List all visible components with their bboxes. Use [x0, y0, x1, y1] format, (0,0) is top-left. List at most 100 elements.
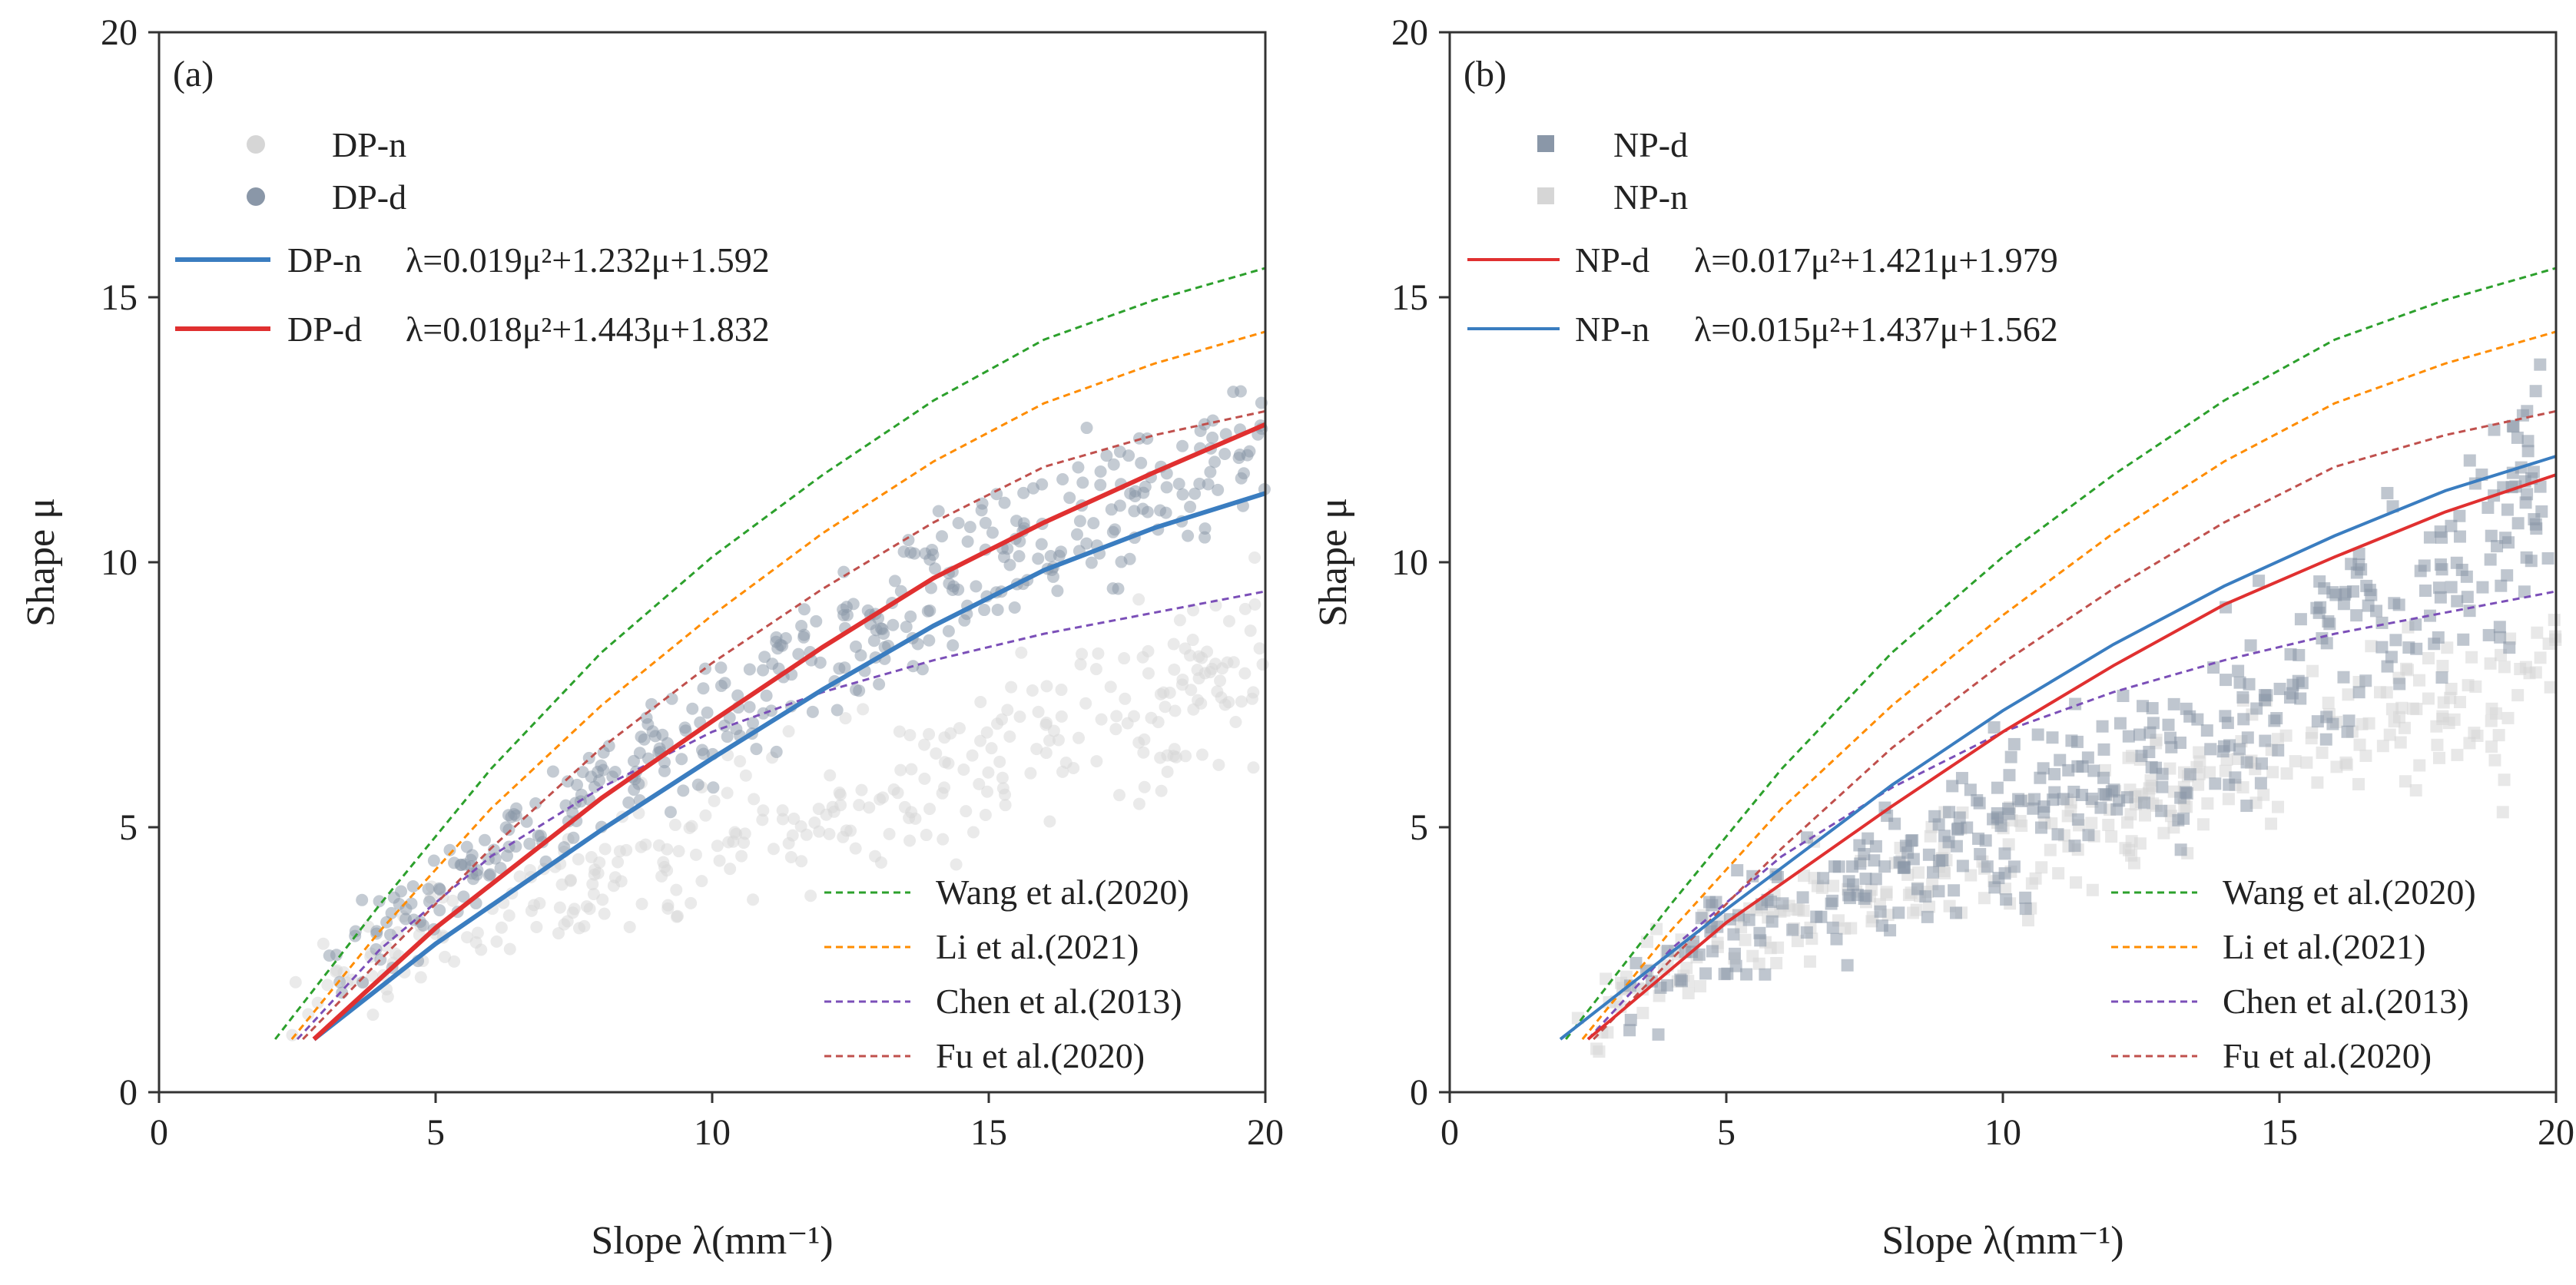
scatter-point: [2330, 760, 2343, 773]
scatter-point: [2352, 686, 2365, 699]
scatter-point: [2046, 731, 2059, 744]
scatter-point: [1132, 593, 1145, 606]
scatter-point: [1051, 585, 1064, 598]
scatter-point: [1094, 479, 1107, 492]
scatter-point: [1961, 821, 1974, 834]
scatter-point: [1121, 717, 1134, 730]
scatter-point: [427, 854, 440, 867]
scatter-point: [1938, 830, 1951, 843]
scatter-point: [689, 848, 702, 861]
scatter-point: [393, 897, 406, 910]
scatter-point: [2362, 717, 2375, 730]
scatter-point: [1187, 604, 1200, 617]
scatter-point: [395, 885, 408, 898]
scatter-point: [1234, 385, 1247, 398]
scatter-legend-b: NP-d NP-n: [1537, 125, 1688, 217]
scatter-point: [533, 897, 546, 910]
scatter-point: [1155, 784, 1168, 797]
scatter-point: [1841, 959, 1854, 972]
scatter-point: [433, 882, 446, 895]
scatter-point: [2319, 733, 2332, 746]
scatter-point: [1070, 528, 1083, 541]
scatter-point: [782, 836, 795, 849]
scatter-point: [1998, 847, 2011, 860]
scatter-point: [1157, 686, 1170, 699]
scatter-point: [2240, 756, 2253, 769]
scatter-point: [1858, 892, 1871, 905]
scatter-point: [501, 849, 514, 863]
scatter-point: [2037, 800, 2051, 813]
scatter-point: [2350, 566, 2363, 579]
y-tick-label: 15: [101, 277, 138, 318]
scatter-point: [2097, 743, 2110, 756]
scatter-point: [2339, 585, 2352, 598]
ticks-b: 0 5 10 15 20 0 5 10 15 20: [1391, 12, 2574, 1153]
scatter-point: [2271, 800, 2284, 813]
scatter-point: [1786, 923, 1799, 936]
scatter-point: [2306, 726, 2319, 739]
scatter-point: [672, 845, 685, 858]
scatter-point: [2342, 688, 2355, 701]
scatter-point: [1227, 656, 1240, 669]
scatter-point: [1590, 1042, 1603, 1055]
scatter-point: [1032, 552, 1045, 565]
scatter-point: [1110, 710, 1123, 723]
scatter-point: [2313, 575, 2326, 588]
scatter-point: [1219, 428, 1232, 441]
y-tick-label: 5: [1410, 807, 1428, 848]
scatter-point: [1204, 666, 1217, 679]
scatter-point: [585, 851, 598, 864]
scatter-point: [1169, 704, 1182, 717]
reference-curve-fu: [1593, 409, 2557, 1041]
scatter-point: [1168, 663, 1181, 676]
ticks-a: 0 5 10 15 20 0 5 10 15 20: [101, 12, 1284, 1153]
scatter-point: [1056, 472, 1069, 485]
scatter-point: [2484, 553, 2497, 566]
scatter-point: [2465, 651, 2478, 664]
scatter-point: [1003, 730, 1016, 743]
scatter-point: [2385, 703, 2399, 716]
scatter-point: [861, 604, 874, 617]
scatter-point: [2544, 681, 2557, 694]
scatter-point: [1827, 879, 1840, 893]
scatter-point: [734, 755, 747, 768]
scatter-point: [2495, 579, 2508, 592]
scatter-point: [1208, 455, 1222, 469]
scatter-point: [2482, 628, 2495, 641]
scatter-point: [2065, 734, 2078, 747]
legend-marker-np-d: [1537, 135, 1554, 152]
scatter-point: [853, 684, 866, 697]
scatter-point: [967, 826, 980, 839]
scatter-point: [2375, 641, 2389, 654]
scatter-point: [1764, 896, 1777, 909]
scatter-point: [2012, 793, 2025, 806]
x-tick-label: 0: [150, 1112, 168, 1153]
scatter-point: [2529, 385, 2542, 398]
legend-label-wang-b: Wang et al.(2020): [2223, 873, 2476, 912]
scatter-point: [926, 543, 939, 556]
scatter-point: [771, 642, 784, 655]
scatter-point: [853, 799, 866, 812]
scatter-point: [2432, 581, 2445, 594]
scatter-point: [2534, 480, 2547, 493]
scatter-point: [2534, 651, 2547, 664]
scatter-point: [1992, 872, 2005, 885]
scatter-point: [2314, 601, 2327, 614]
legend-label-dp-n-fit: DP-n: [287, 240, 362, 280]
scatter-point: [795, 855, 808, 868]
scatter-point: [2381, 660, 2394, 673]
scatter-point: [2051, 828, 2064, 841]
scatter-point: [1044, 550, 1057, 563]
scatter-point: [1204, 465, 1217, 479]
scatter-point: [1076, 476, 1089, 489]
scatter-point: [952, 516, 965, 529]
scatter-point: [2204, 743, 2217, 756]
scatter-point: [1138, 733, 1151, 746]
scatter-point: [454, 858, 467, 871]
scatter-point: [1090, 755, 1103, 768]
scatter-point: [2322, 697, 2335, 710]
scatter-point: [760, 689, 773, 702]
scatter-point: [664, 806, 677, 819]
scatter-point: [628, 783, 641, 797]
scatter-point: [302, 1008, 315, 1021]
